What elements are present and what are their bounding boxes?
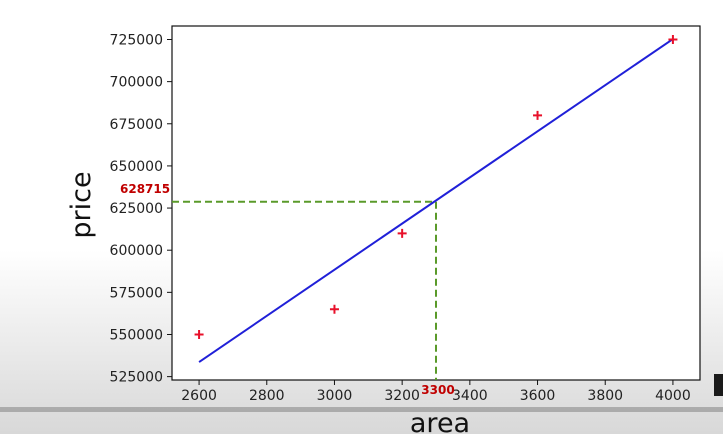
x-tick-label: 3400 bbox=[452, 388, 488, 404]
y-axis: 525000 550000 575000 600000 625000 650000 6750… bbox=[110, 32, 172, 386]
window-edge bbox=[714, 374, 723, 396]
y-axis-title: price bbox=[66, 171, 97, 238]
data-point-marker bbox=[194, 329, 204, 339]
video-progress-bar bbox=[0, 407, 723, 412]
regression-line bbox=[198, 38, 674, 363]
y-tick-label: 550000 bbox=[110, 327, 163, 343]
input-area-label: 3300 bbox=[421, 383, 454, 397]
prediction-guides bbox=[172, 200, 437, 380]
y-tick-label: 575000 bbox=[110, 285, 163, 301]
data-points bbox=[194, 34, 678, 339]
x-tick-label: 4000 bbox=[655, 388, 691, 404]
y-tick-label: 725000 bbox=[110, 32, 163, 48]
data-point-marker bbox=[668, 34, 678, 44]
x-axis: 2600 2800 3000 3200 3400 3600 3800 4000 bbox=[181, 380, 691, 404]
predicted-price-label: 628715 bbox=[120, 182, 170, 196]
x-tick-label: 3800 bbox=[587, 388, 623, 404]
x-axis-title: area bbox=[410, 408, 470, 434]
regression-line-group bbox=[198, 38, 674, 363]
y-tick-label: 625000 bbox=[110, 201, 163, 217]
prediction-labels: 628715 3300 bbox=[120, 182, 455, 397]
y-tick-label: 675000 bbox=[110, 117, 163, 133]
x-tick-label: 3200 bbox=[384, 388, 420, 404]
x-tick-label: 2600 bbox=[181, 388, 217, 404]
data-point-marker bbox=[329, 304, 339, 314]
data-point-marker bbox=[533, 110, 543, 120]
y-tick-label: 525000 bbox=[110, 370, 163, 386]
y-tick-label: 700000 bbox=[110, 75, 163, 91]
x-tick-label: 2800 bbox=[249, 388, 285, 404]
x-tick-label: 3600 bbox=[520, 388, 556, 404]
y-tick-label: 650000 bbox=[110, 159, 163, 175]
y-tick-label: 600000 bbox=[110, 243, 163, 259]
data-point-marker bbox=[397, 228, 407, 238]
x-tick-label: 3000 bbox=[317, 388, 353, 404]
